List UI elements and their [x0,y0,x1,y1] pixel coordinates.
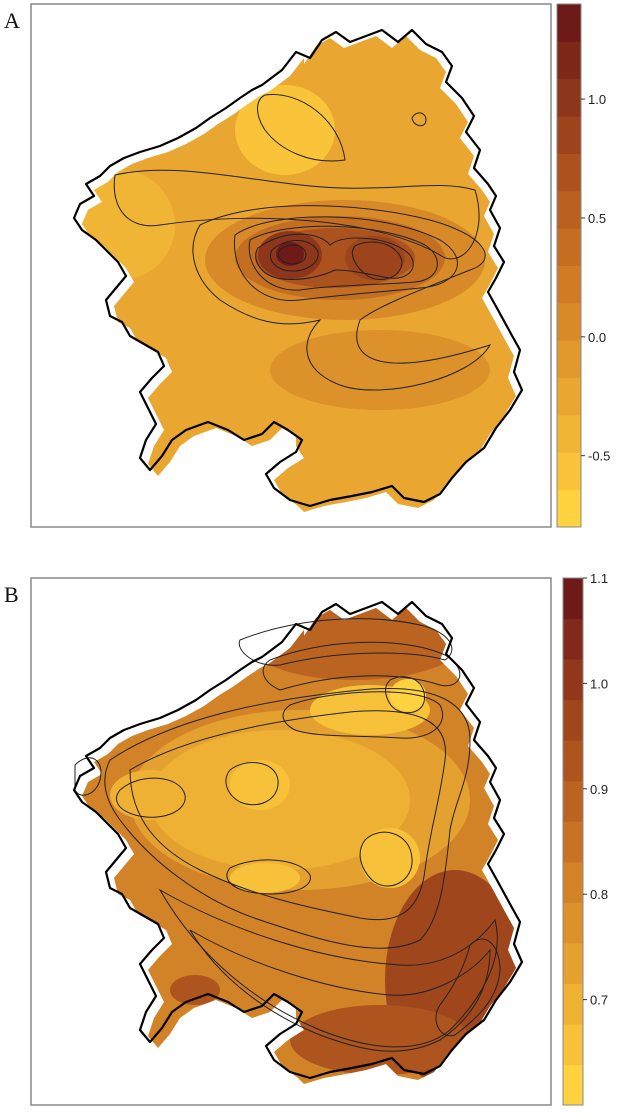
panel-a-peak-east [345,236,405,280]
colorbar-swatch [563,902,583,944]
panel-a-contour-line [411,112,427,127]
panel-b-contours [74,618,501,1052]
colorbar-swatch [557,265,581,304]
panel-b-contour-line [226,859,311,895]
colorbar-swatch [557,41,581,80]
colorbar-swatch [557,414,581,453]
colorbar-swatch [563,578,583,620]
colorbar-tick-label: 0.5 [588,211,606,226]
colorbar-swatch [557,4,581,42]
colorbar-swatch [563,983,583,1025]
colorbar-swatch [557,377,581,416]
panel-a-contours [113,93,492,391]
panel-b-region-outline [72,600,524,1080]
colorbar-swatch [557,302,581,341]
panel-b-contour-line [104,687,471,949]
colorbar-swatch [563,699,583,741]
colorbar-swatch [563,821,583,863]
panel-a-contour-line [192,205,492,391]
panel-a-colorbar: 1.0 0.5 0.0 -0.5 [556,3,610,528]
panel-b-contour-line [262,641,461,691]
panel-a: 1.0 0.5 0.0 -0.5 [30,3,610,528]
panel-b-colorbar: 1.1 1.0 0.9 0.8 0.7 [562,571,608,1106]
panel-a-colorbar-frame [556,3,582,528]
colorbar-swatch [563,942,583,984]
panel-b-low-6 [390,679,426,711]
panel-a-south [270,330,490,410]
colorbar-tick-label: -0.5 [588,449,610,464]
panel-b-label: B [4,582,19,607]
panel-b-low-2 [230,760,290,810]
colorbar-swatch [557,228,581,266]
colorbar-swatch [563,659,583,701]
panel-b-low-5 [110,770,190,820]
colorbar-tick-label: 0.7 [590,993,608,1008]
panel-a-low-nw [235,85,335,175]
panel-a-contour-line [257,93,346,162]
panel-b-contour-line [189,929,491,1052]
colorbar-swatch [563,740,583,782]
colorbar-tick-label: 1.0 [590,676,608,691]
panel-b-contour-line [435,938,501,1037]
panel-b-south [290,1005,470,1075]
panel-b-colorbar-frame [562,577,584,1106]
panel-b-contour-line [385,676,426,714]
panel-b-low-4 [230,863,300,893]
panel-b-contour-line [359,831,413,887]
panel-a-contour-line [277,244,307,265]
panel-a-contour-line [233,216,458,302]
colorbar-swatch [563,861,583,903]
colorbar-swatch [557,116,581,154]
panel-b-contour-line [238,618,453,666]
colorbar-swatch [557,452,581,491]
colorbar-swatch [563,1064,583,1106]
colorbar-tick-label: 1.1 [590,571,608,586]
panel-b-low-3 [360,828,420,888]
colorbar-tick-label: 0.0 [588,330,606,345]
colorbar-swatch [563,1023,583,1065]
colorbar-swatch [557,340,581,379]
panel-b-contour-line [158,888,498,1048]
panel-a-label: A [4,8,20,33]
colorbar-tick-label: 0.9 [590,782,608,797]
panel-b-south-west [170,975,220,1005]
panel-b-contour-line [116,777,186,818]
colorbar-swatch [557,190,581,229]
colorbar-swatch [563,780,583,822]
colorbar-swatch [563,618,583,660]
colorbar-swatch [557,489,581,528]
colorbar-tick-label: 1.0 [588,92,606,107]
panel-a-contour-line [248,225,438,291]
panel-a-contour-line [270,240,319,272]
colorbar-swatch [557,78,581,117]
panel-b: 1.1 1.0 0.9 0.8 0.7 [30,571,608,1106]
panel-b-contour-line [129,710,447,921]
panel-a-contour-line [351,241,403,280]
colorbar-tick-label: 0.8 [590,887,608,902]
panel-a-contour-line [113,169,480,260]
colorbar-swatch [557,153,581,192]
panel-b-contour-line [282,691,443,739]
panel-b-contour-line [225,762,279,806]
panel-a-region-outline [72,28,524,508]
